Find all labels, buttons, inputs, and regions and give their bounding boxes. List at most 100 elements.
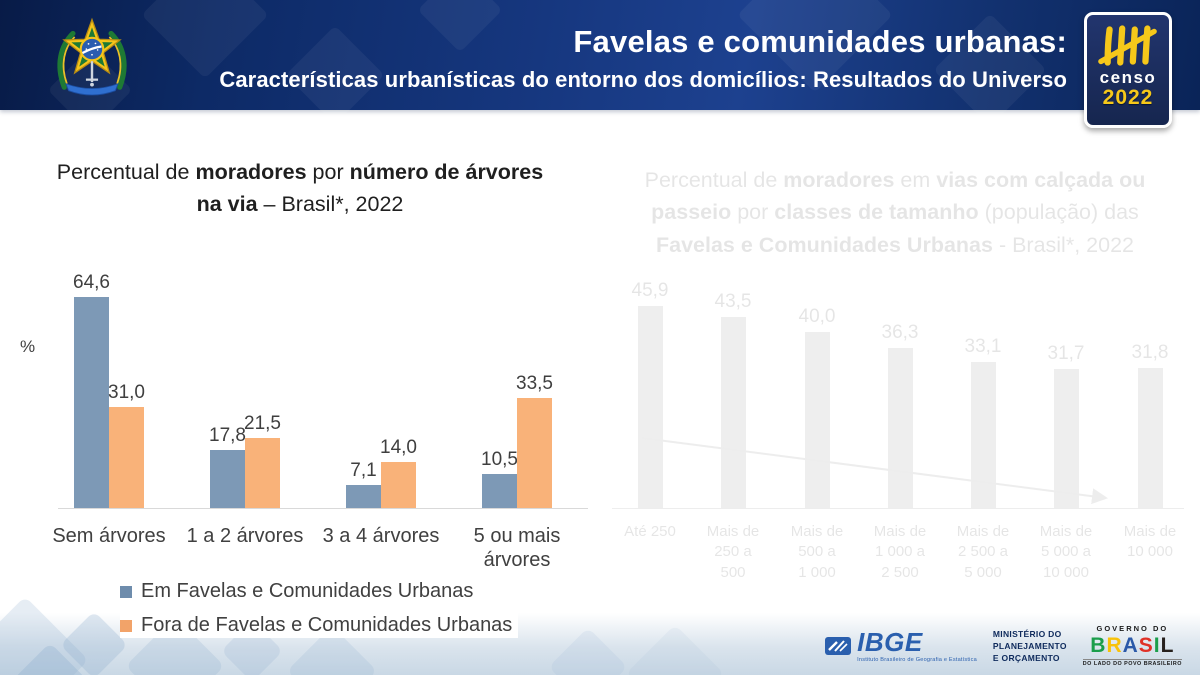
category-label: Mais de 250 a 500 [691,522,775,583]
right-bar-2 [804,332,830,508]
right-x-axis-line [612,508,1184,509]
category-label-line: Mais de [1123,523,1177,540]
brasil-letter: R [1106,633,1123,657]
title-text: em [894,168,937,192]
category-label-line: 1 000 [798,563,836,581]
header-titles: Favelas e comunidades urbanas: Caracterí… [219,24,1067,93]
left-bar-favelas-3 [482,474,517,508]
left-bar-fora-0 [109,407,144,508]
value-label: 45,9 [631,280,669,301]
value-label: 7,1 [350,460,377,481]
censo-logo-word: censo [1099,68,1157,87]
left-bar-favelas-2 [346,485,381,508]
title-text-bold: moradores [783,168,895,192]
title-text-bold: Favelas e Comunidades Urbanas [656,232,993,257]
header: Favelas e comunidades urbanas: Caracterí… [0,0,1200,133]
page-subtitle: Características urbanísticas do entorno … [219,66,1067,92]
right-chart-title: Percentual de moradores em vias com calç… [610,164,1180,261]
page-title: Favelas e comunidades urbanas: [573,24,1067,59]
brasil-letter: L [1160,633,1175,657]
left-x-axis-line [58,508,588,509]
legend-label: Fora de Favelas e Comunidades Urbanas [141,614,513,636]
value-label: 17,8 [209,425,246,446]
chart-legend: Em Favelas e Comunidades Urbanas Fora de… [120,579,519,647]
category-label: Sem árvores [52,525,166,547]
title-text-bold: vias com calçada ou [936,168,1146,192]
value-label: 64,6 [73,272,110,293]
category-label-line: 250 a [714,543,752,561]
governo-bottom-text: DO LADO DO POVO BRASILEIRO [1082,658,1182,667]
category-label: Até 250 [608,522,692,542]
value-label: 31,7 [1047,343,1085,364]
censo-2022-logo: censo 2022 [1084,12,1172,128]
category-label: 1 a 2 árvores [186,525,304,547]
category-label: 3 a 4 árvores [322,525,440,547]
governo-top-text: GOVERNO DO [1096,624,1169,634]
title-text: por [731,200,775,225]
category-label-line: Mais de [1039,523,1093,540]
category-label-line: 10 000 [1043,563,1089,581]
right-bar-4 [970,362,996,508]
value-label: 21,5 [244,413,281,434]
legend-marker-orange [120,619,132,632]
brasil-letter: A [1122,633,1139,657]
category-label-line: 2 500 a [957,543,1009,561]
category-label-line: Até 250 [624,523,676,540]
brazil-coat-of-arms-icon [57,17,127,96]
governo-brasil-logo: GOVERNO DO BRASIL DO LADO DO POVO BRASIL… [1082,624,1182,667]
category-label: 5 ou mais árvores [473,525,561,571]
left-bar-fora-1 [245,438,280,508]
category-label-line: 500 [720,563,746,581]
ministry-line: MINISTÉRIO DO [992,628,1062,639]
category-label: Mais de 1 000 a 2 500 [858,522,942,583]
title-text-bold: classes de tamanho [774,200,979,225]
category-label-line: 5 000 a [1040,543,1092,561]
brasil-letter: I [1153,633,1161,657]
right-chart-ghost: Percentual de moradores em vias com calç… [600,150,1200,590]
trend-arrow-icon [641,437,1108,505]
title-text-bold: passeio [651,200,732,225]
value-label: 33,1 [964,336,1002,357]
title-text: Percentual de [56,160,196,184]
category-label-line: 5 000 [964,563,1002,581]
left-chart-title: Percentual de moradores por número de ár… [30,156,570,221]
y-axis-unit-label: % [20,337,36,356]
brasil-letter: S [1138,633,1154,657]
value-label: 10,5 [481,449,518,470]
ibge-wordmark: IBGE [857,627,923,658]
brasil-letter: B [1090,633,1107,657]
category-label-line: 10 000 [1127,543,1173,561]
category-label-line: 500 a [798,543,836,561]
ibge-tagline: Instituto Brasileiro de Geografia e Esta… [857,657,977,664]
legend-marker-blue [120,585,132,598]
category-label: Mais de 5 000 a 10 000 [1024,522,1108,583]
ibge-icon [825,637,852,656]
category-label-line: Mais de [873,523,927,540]
ministry-line: PLANEJAMENTO [992,640,1067,651]
value-label: 14,0 [380,437,417,458]
value-label: 31,8 [1131,342,1169,363]
category-label-line: 2 500 [881,563,919,581]
right-bar-3 [887,348,913,508]
category-label-line: Mais de [706,523,760,540]
right-bar-0 [637,306,663,508]
right-bar-6 [1137,368,1163,508]
category-label-line: Mais de [956,523,1010,540]
title-text: (população) das [978,200,1139,225]
category-label: Mais de 2 500 a 5 000 [941,522,1025,583]
left-bar-favelas-0 [74,297,109,508]
category-label: Mais de 10 000 [1108,522,1192,563]
title-text: por [306,160,350,184]
category-label-line: 1 000 a [874,543,926,561]
ibge-logo: IBGE Instituto Brasileiro de Geografia e… [825,629,977,663]
ministry-line: E ORÇAMENTO [992,653,1060,664]
title-text: Percentual de [644,168,784,192]
title-text-bold: número de árvores [349,160,544,184]
category-label: Mais de 500 a 1 000 [775,522,859,583]
legend-label: Em Favelas e Comunidades Urbanas [141,580,474,602]
right-bar-1 [720,317,746,508]
title-text: - Brasil*, 2022 [992,232,1134,257]
title-text-bold: moradores [195,160,307,184]
footer-logos: IBGE Instituto Brasileiro de Geografia e… [825,625,1182,667]
